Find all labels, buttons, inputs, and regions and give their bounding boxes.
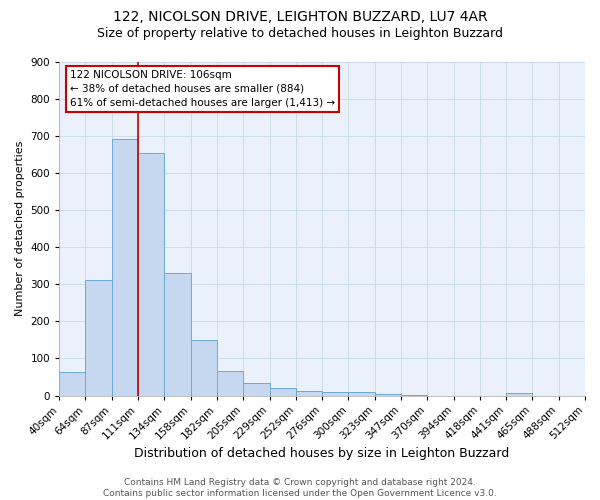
Text: 122 NICOLSON DRIVE: 106sqm
← 38% of detached houses are smaller (884)
61% of sem: 122 NICOLSON DRIVE: 106sqm ← 38% of deta… xyxy=(70,70,335,108)
Y-axis label: Number of detached properties: Number of detached properties xyxy=(15,141,25,316)
Bar xyxy=(349,392,374,396)
Bar xyxy=(243,382,269,396)
Bar xyxy=(506,392,532,396)
Bar xyxy=(217,372,243,396)
Bar xyxy=(85,280,112,396)
Text: 122, NICOLSON DRIVE, LEIGHTON BUZZARD, LU7 4AR: 122, NICOLSON DRIVE, LEIGHTON BUZZARD, L… xyxy=(113,10,487,24)
Bar xyxy=(112,140,138,396)
X-axis label: Distribution of detached houses by size in Leighton Buzzard: Distribution of detached houses by size … xyxy=(134,447,510,460)
Bar xyxy=(401,395,427,396)
Bar xyxy=(138,153,164,396)
Text: Size of property relative to detached houses in Leighton Buzzard: Size of property relative to detached ho… xyxy=(97,28,503,40)
Bar xyxy=(191,340,217,396)
Bar xyxy=(322,392,349,396)
Bar xyxy=(374,394,401,396)
Bar xyxy=(59,372,85,396)
Bar xyxy=(164,273,191,396)
Text: Contains HM Land Registry data © Crown copyright and database right 2024.
Contai: Contains HM Land Registry data © Crown c… xyxy=(103,478,497,498)
Bar xyxy=(296,391,322,396)
Bar xyxy=(269,388,296,396)
